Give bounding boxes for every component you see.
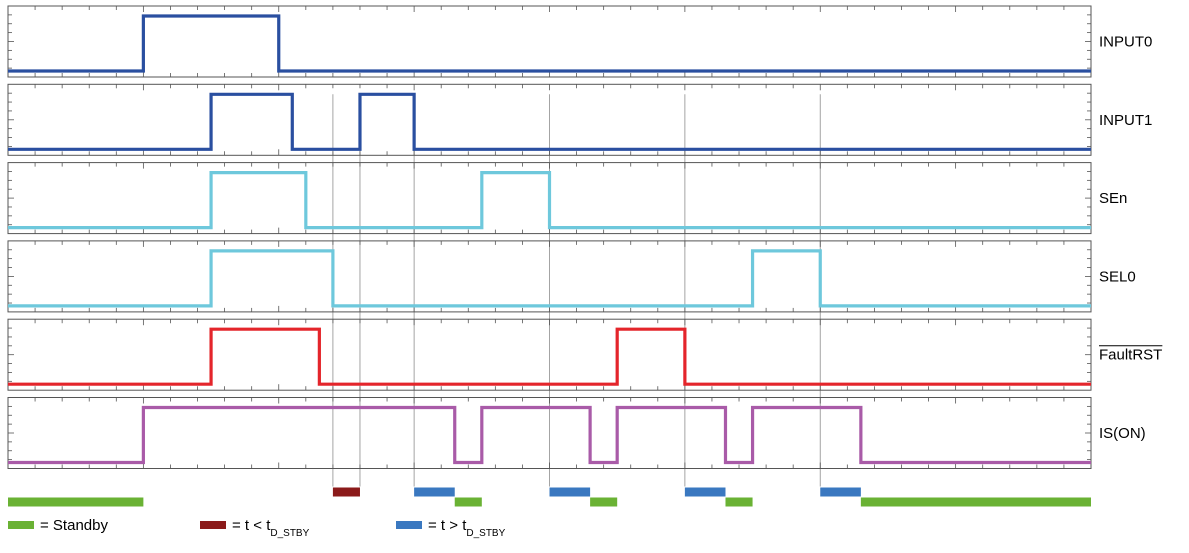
waveform (8, 92, 1091, 151)
signal-label: SEn (1099, 190, 1127, 207)
signal-panel-input0: INPUT0 (7, 5, 1152, 78)
duration-bars (8, 487, 1091, 507)
legend-swatch (396, 521, 422, 529)
bar-standby (454, 497, 482, 507)
signal-panels: INPUT0 INPUT1 SEn SEL0 FaultRST IS(ON) (7, 5, 1163, 469)
bar-short (332, 487, 360, 497)
signal-panel-faultrst: FaultRST (7, 318, 1163, 391)
signal-panel-input1: INPUT1 (7, 83, 1152, 156)
legend-label: = t < tD_STBY (232, 517, 310, 539)
legend-item-standby: = Standby (8, 517, 108, 534)
signal-panel-sel0: SEL0 (7, 240, 1136, 313)
signal-label: INPUT0 (1099, 34, 1152, 51)
legend-subscript: D_STBY (270, 528, 309, 539)
signal-label: INPUT1 (1099, 112, 1152, 129)
signal-label: FaultRST (1099, 347, 1162, 364)
legend-swatch (200, 521, 226, 529)
bar-long (684, 487, 726, 497)
bar-standby (725, 497, 753, 507)
legend-item-short: = t < tD_STBY (200, 517, 310, 539)
signal-label: IS(ON) (1099, 425, 1146, 442)
bar-long (820, 487, 861, 497)
signal-label: SEL0 (1099, 268, 1136, 285)
legend-item-long: = t > tD_STBY (396, 517, 506, 539)
bar-standby (8, 497, 144, 507)
legend-label: = Standby (40, 517, 108, 534)
bar-long (414, 487, 455, 497)
legend-swatch (8, 521, 34, 529)
waveform (8, 327, 1091, 386)
signal-panel-sen: SEn (7, 162, 1127, 235)
bar-standby (860, 497, 1091, 507)
bar-standby (590, 497, 618, 507)
legend-subscript: D_STBY (466, 528, 505, 539)
waveform (8, 171, 1091, 230)
legend-label: = t > tD_STBY (428, 517, 506, 539)
waveform (8, 405, 1091, 465)
waveform (8, 14, 1091, 73)
bar-long (549, 487, 591, 497)
signal-panel-is-on-: IS(ON) (7, 397, 1146, 469)
legend: = Standby = t < tD_STBY = t > tD_STBY (8, 517, 506, 539)
waveform (8, 249, 1091, 308)
